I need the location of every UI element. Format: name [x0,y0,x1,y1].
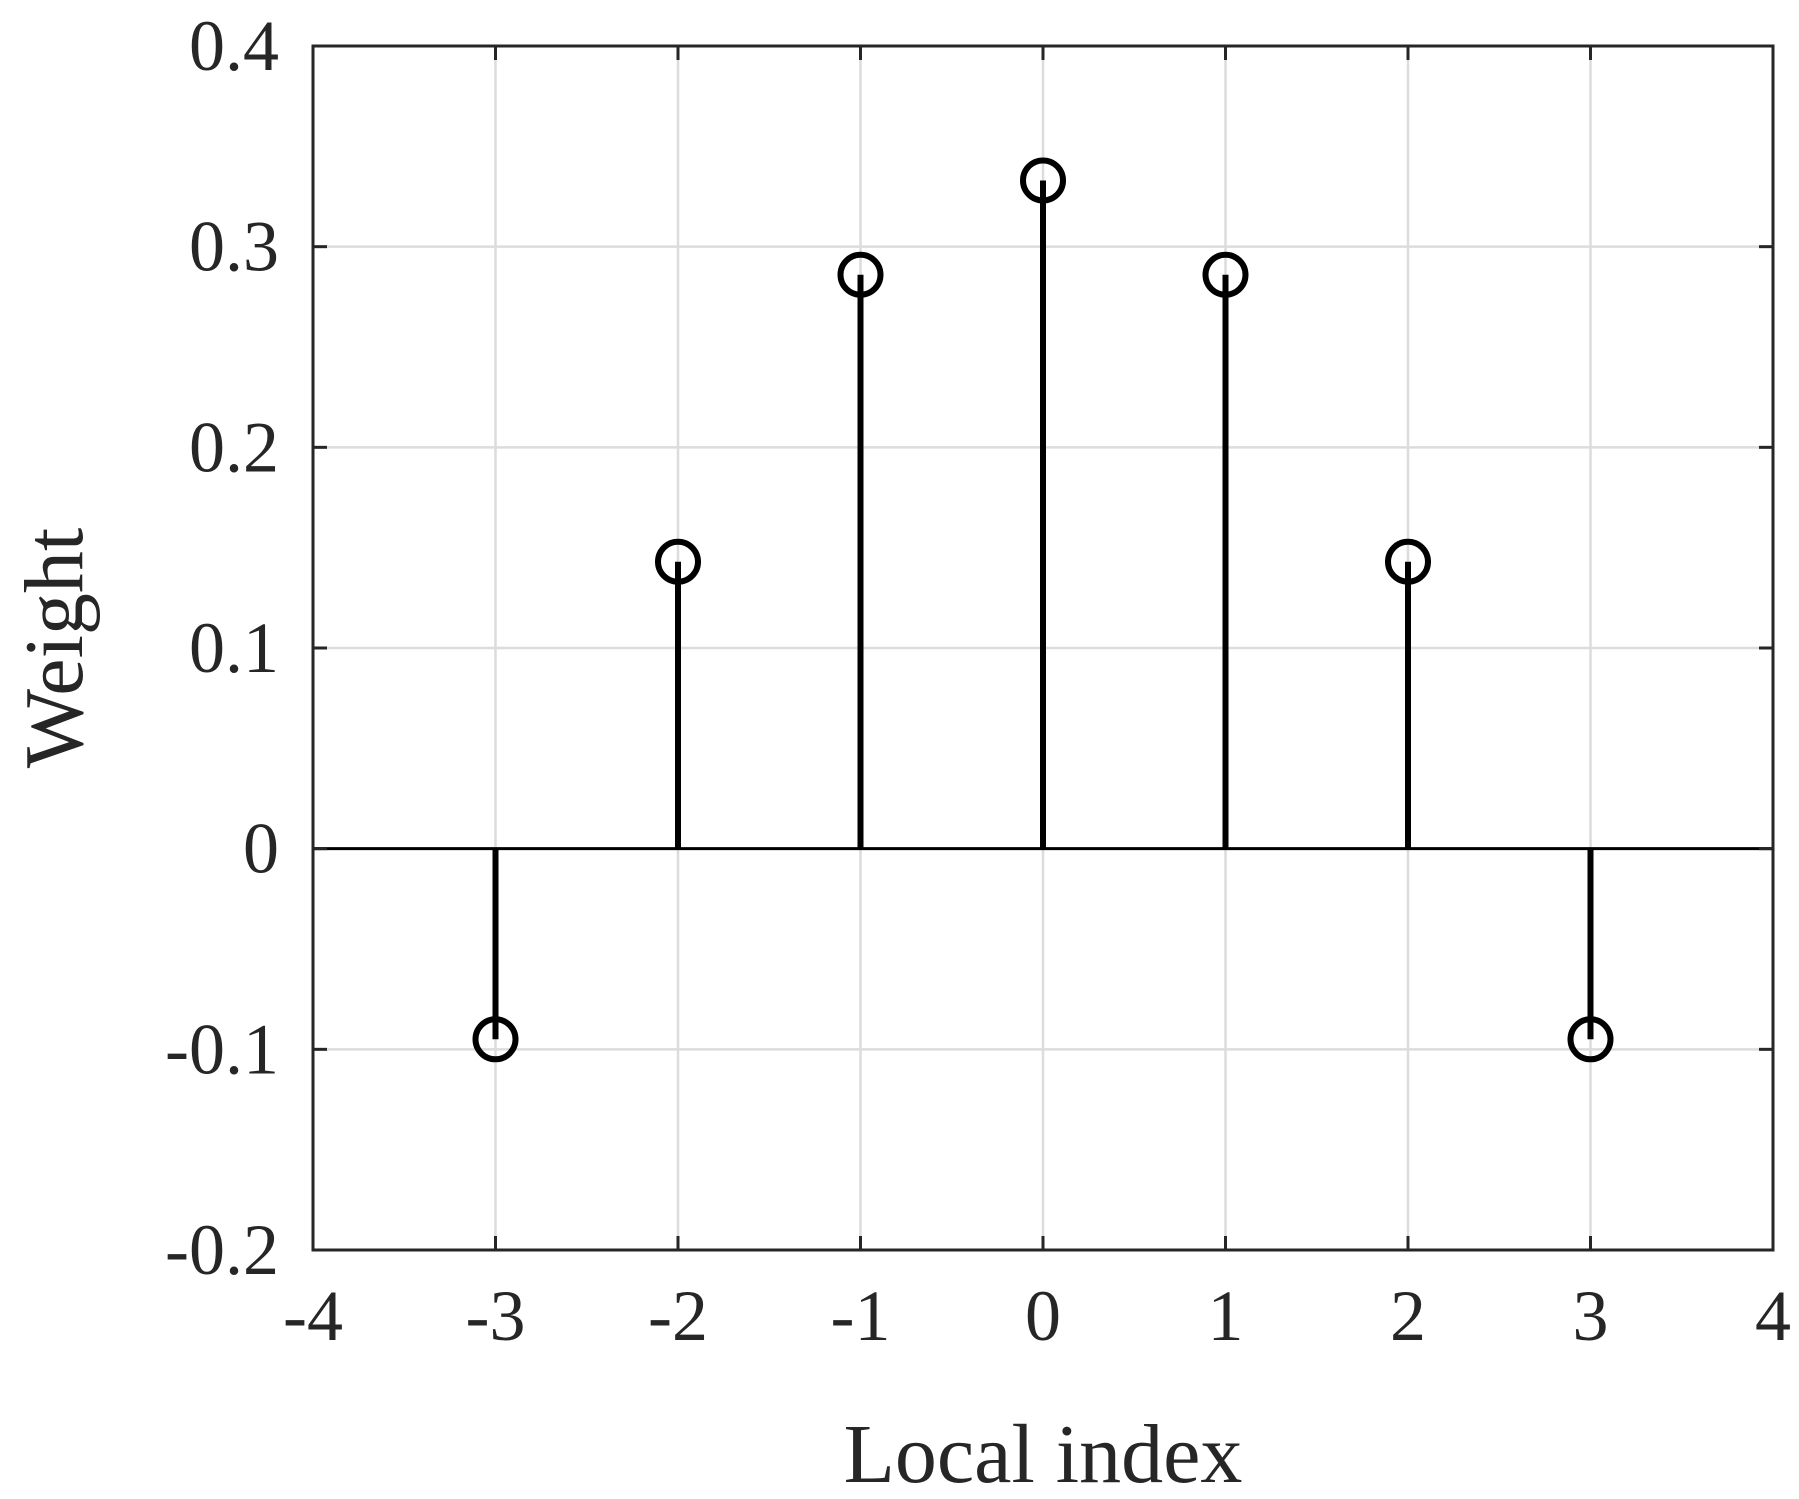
x-tick-label: -3 [466,1276,526,1356]
y-tick-label: -0.2 [165,1210,279,1290]
x-tick-label: 1 [1208,1276,1244,1356]
y-axis-label: Weight [8,528,101,769]
stem-marker [1567,1016,1614,1063]
x-tick-label: -1 [831,1276,891,1356]
stem-marker [1202,251,1249,298]
stem-marker [472,1016,519,1063]
y-tick-label: 0.4 [189,6,279,86]
stem-marker [655,538,701,585]
y-tick-label: 0.2 [189,407,279,487]
stem-marker [1020,157,1066,204]
x-tick-labels: -4 -3 -2 -1 0 1 2 3 4 [283,1276,1791,1356]
stem-marker [837,251,884,298]
x-tick-label: 2 [1390,1276,1426,1356]
y-tick-labels: -0.2 -0.1 0 0.1 0.2 0.3 0.4 [165,6,279,1290]
y-tick-label: 0.3 [189,207,279,287]
x-tick-label: -2 [648,1276,708,1356]
x-tick-label: 0 [1025,1276,1061,1356]
y-tick-label: 0 [243,809,279,889]
axis-ticks [311,44,1775,1252]
y-tick-label: -0.1 [165,1009,279,1089]
x-axis-label: Local index [844,1408,1243,1499]
x-tick-label: -4 [283,1276,343,1356]
x-tick-label: 3 [1573,1276,1609,1356]
y-tick-label: 0.1 [189,608,279,688]
x-tick-label: 4 [1755,1276,1791,1356]
stem-series [472,157,1614,1063]
stem-marker [1385,538,1431,585]
